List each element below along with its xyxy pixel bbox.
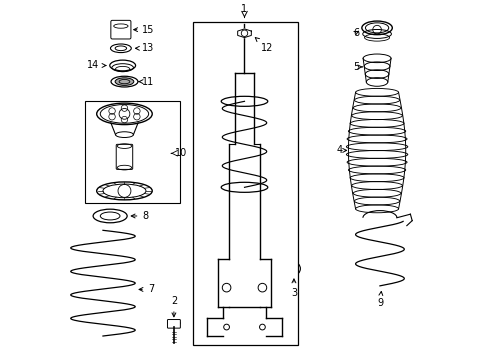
FancyBboxPatch shape xyxy=(116,144,132,170)
Text: 4: 4 xyxy=(336,145,346,156)
Text: 1: 1 xyxy=(241,4,247,14)
Ellipse shape xyxy=(115,78,134,85)
Text: 10: 10 xyxy=(174,148,186,158)
Text: 7: 7 xyxy=(139,284,154,294)
Text: 11: 11 xyxy=(139,77,154,87)
Text: 2: 2 xyxy=(170,296,177,317)
Polygon shape xyxy=(237,29,251,37)
Text: 3: 3 xyxy=(290,279,296,298)
Text: 6: 6 xyxy=(352,27,358,37)
FancyBboxPatch shape xyxy=(167,320,180,328)
FancyBboxPatch shape xyxy=(111,21,131,39)
Text: 8: 8 xyxy=(131,211,148,221)
Text: 15: 15 xyxy=(133,24,154,35)
Bar xyxy=(85,101,180,203)
Text: 5: 5 xyxy=(352,62,361,72)
Bar xyxy=(192,22,298,345)
Text: 14: 14 xyxy=(87,60,106,71)
Text: 13: 13 xyxy=(135,43,154,53)
Text: 12: 12 xyxy=(255,37,272,53)
Text: 9: 9 xyxy=(376,292,382,309)
